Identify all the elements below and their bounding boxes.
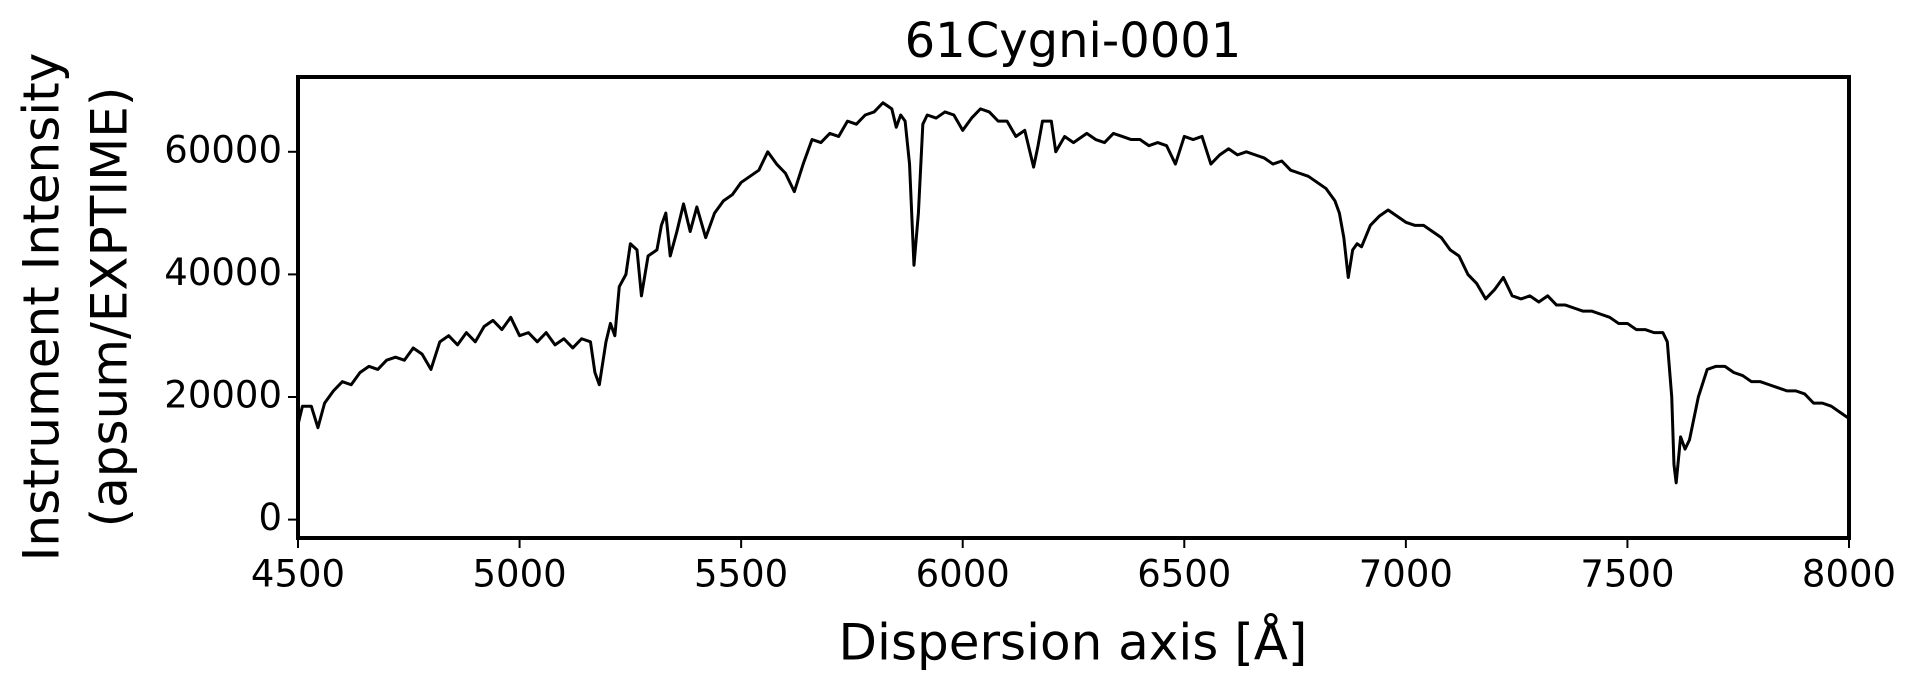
x-tick-label: 7000 — [1359, 553, 1453, 596]
x-tick-label: 8000 — [1802, 553, 1896, 596]
x-axis-label: Dispersion axis [Å] — [839, 614, 1308, 672]
x-tick-label: 5000 — [472, 553, 566, 596]
x-tick-label: 5500 — [694, 553, 788, 596]
y-tick-label: 0 — [258, 496, 282, 539]
y-tick-label: 20000 — [164, 374, 282, 417]
y-axis-label: (apsum/EXPTIME) — [81, 87, 139, 528]
y-tick-label: 60000 — [164, 128, 282, 171]
x-tick-label: 6000 — [916, 553, 1010, 596]
x-tick-label: 4500 — [251, 553, 345, 596]
y-tick-label: 40000 — [164, 251, 282, 294]
x-tick-label: 6500 — [1137, 553, 1231, 596]
plot-frame — [296, 75, 1851, 540]
spectrum-line — [296, 101, 1850, 485]
y-axis-label: Instrument Intensity — [13, 53, 71, 562]
x-tick-label: 7500 — [1580, 553, 1674, 596]
chart-title: 61Cygni-0001 — [905, 13, 1242, 69]
